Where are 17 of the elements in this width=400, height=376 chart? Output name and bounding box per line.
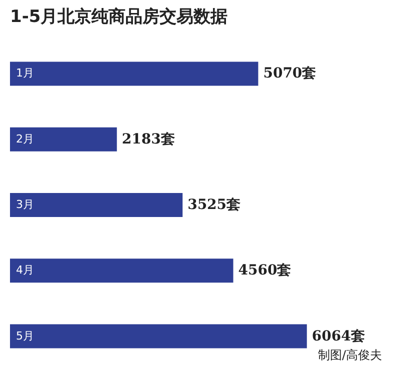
data-label: 4560套 <box>238 262 292 279</box>
bar <box>10 324 307 348</box>
bar <box>10 193 183 217</box>
text: 制图/高俊夫 <box>318 348 382 362</box>
y-tick-label: 2月 <box>16 132 34 146</box>
y-tick-label: 4月 <box>16 264 34 277</box>
chart-title: 1-5月北京纯商品房交易数据 <box>10 7 228 27</box>
y-tick-label: 1月 <box>16 66 34 80</box>
bar <box>10 62 258 86</box>
bar <box>10 127 117 152</box>
data-label: 5070套 <box>263 66 316 82</box>
data-label: 2183套 <box>122 131 175 148</box>
y-tick-label: 3月 <box>16 198 34 211</box>
y-tick-label: 5月 <box>16 329 34 342</box>
bar <box>10 258 234 283</box>
data-label: 3525套 <box>188 197 241 213</box>
data-label: 6064套 <box>312 328 365 344</box>
